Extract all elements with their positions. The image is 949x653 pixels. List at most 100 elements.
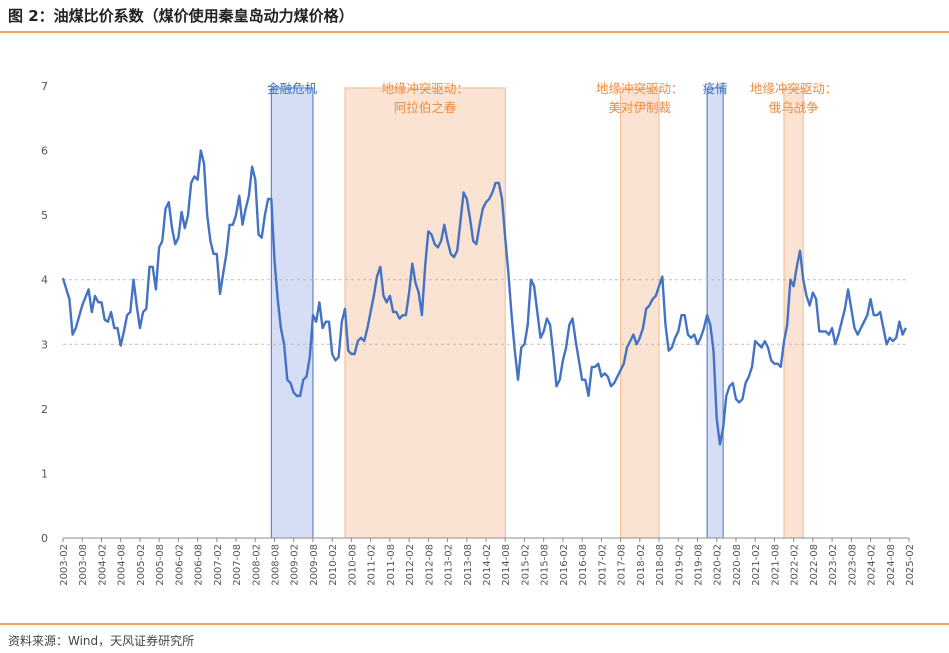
data-point (379, 266, 381, 268)
data-point (616, 376, 619, 378)
data-point (68, 298, 70, 300)
data-point (610, 385, 612, 387)
data-point (267, 198, 269, 200)
data-point (889, 337, 891, 339)
data-point (312, 314, 314, 316)
data-point (107, 321, 109, 323)
data-point (177, 237, 179, 239)
data-point (831, 327, 833, 329)
data-point (440, 240, 442, 242)
data-point (869, 298, 872, 300)
data-point (684, 314, 686, 316)
x-tick-label: 2022-02 (790, 544, 801, 586)
data-point (139, 327, 141, 329)
data-point (363, 340, 365, 342)
data-point (805, 295, 808, 297)
data-point (841, 321, 843, 323)
data-point (809, 304, 811, 307)
data-point (902, 334, 904, 336)
x-tick-label: 2021-02 (751, 544, 762, 586)
data-point (587, 395, 590, 397)
data-point (184, 227, 186, 229)
x-tick-label: 2018-02 (636, 544, 647, 586)
x-tick-label: 2006-02 (174, 544, 185, 586)
data-point (687, 334, 689, 336)
data-point (873, 314, 875, 316)
data-point (238, 195, 240, 197)
data-point (123, 330, 125, 332)
data-point (812, 292, 814, 294)
data-point (347, 350, 349, 352)
data-point (536, 311, 538, 313)
data-point (402, 314, 404, 316)
x-tick-label: 2010-08 (347, 544, 358, 586)
annotation-label-2: 美对伊制裁 (609, 100, 672, 115)
data-point (745, 382, 747, 384)
data-point (578, 359, 580, 361)
data-point (636, 343, 638, 345)
data-point (850, 308, 852, 310)
data-point (472, 240, 474, 242)
data-point (565, 346, 567, 349)
data-point (424, 266, 426, 268)
data-point (219, 293, 221, 295)
data-point (741, 398, 744, 400)
data-point (331, 353, 333, 355)
annotation-label-2: 地缘冲突驱动： (596, 81, 684, 96)
x-tick-label: 2011-08 (386, 544, 397, 586)
data-point (863, 321, 865, 323)
data-point (463, 191, 465, 194)
data-point (142, 311, 144, 313)
data-point (72, 334, 74, 336)
x-tick-label: 2019-02 (674, 544, 685, 586)
data-point (549, 324, 551, 326)
data-point (193, 175, 195, 177)
data-point (100, 301, 103, 303)
annotation-label-3: 疫情 (703, 81, 728, 96)
annotation-label-0: 金融危机 (267, 81, 318, 96)
data-point (273, 259, 276, 261)
data-point (498, 182, 500, 184)
data-point (232, 224, 234, 226)
data-point (504, 237, 506, 239)
x-tick-label: 2003-02 (59, 544, 70, 586)
data-point (350, 353, 352, 355)
x-tick-label: 2012-08 (424, 544, 435, 586)
x-tick-label: 2017-02 (597, 544, 608, 586)
data-point (203, 162, 205, 165)
data-point (796, 266, 798, 268)
data-point (591, 366, 593, 368)
data-point (482, 208, 484, 210)
data-point (507, 272, 509, 274)
data-point (286, 379, 288, 381)
x-tick-label: 2009-08 (309, 544, 320, 586)
data-point (652, 298, 654, 300)
data-point (453, 256, 455, 258)
x-tick-label: 2015-08 (540, 544, 551, 586)
data-point (716, 417, 718, 420)
data-point (783, 340, 785, 342)
data-point (767, 346, 769, 349)
data-point (815, 298, 817, 300)
data-point (543, 330, 545, 332)
data-point (289, 382, 292, 384)
data-point (421, 314, 423, 316)
data-point (475, 243, 477, 245)
data-point (828, 334, 830, 336)
data-point (222, 272, 224, 274)
data-point (571, 317, 574, 320)
data-point (81, 304, 83, 307)
data-point (597, 363, 599, 365)
shaded-periods (270, 87, 804, 539)
data-point (216, 253, 218, 255)
data-point (427, 230, 429, 232)
annotation-label-4: 地缘冲突驱动： (750, 81, 838, 96)
data-point (225, 253, 227, 255)
data-point (786, 324, 788, 326)
data-point (719, 443, 721, 445)
data-point (257, 233, 260, 236)
data-point (62, 277, 64, 279)
annotation-label-4: 俄乌战争 (769, 100, 819, 115)
data-point (136, 304, 138, 307)
data-point (844, 308, 846, 310)
